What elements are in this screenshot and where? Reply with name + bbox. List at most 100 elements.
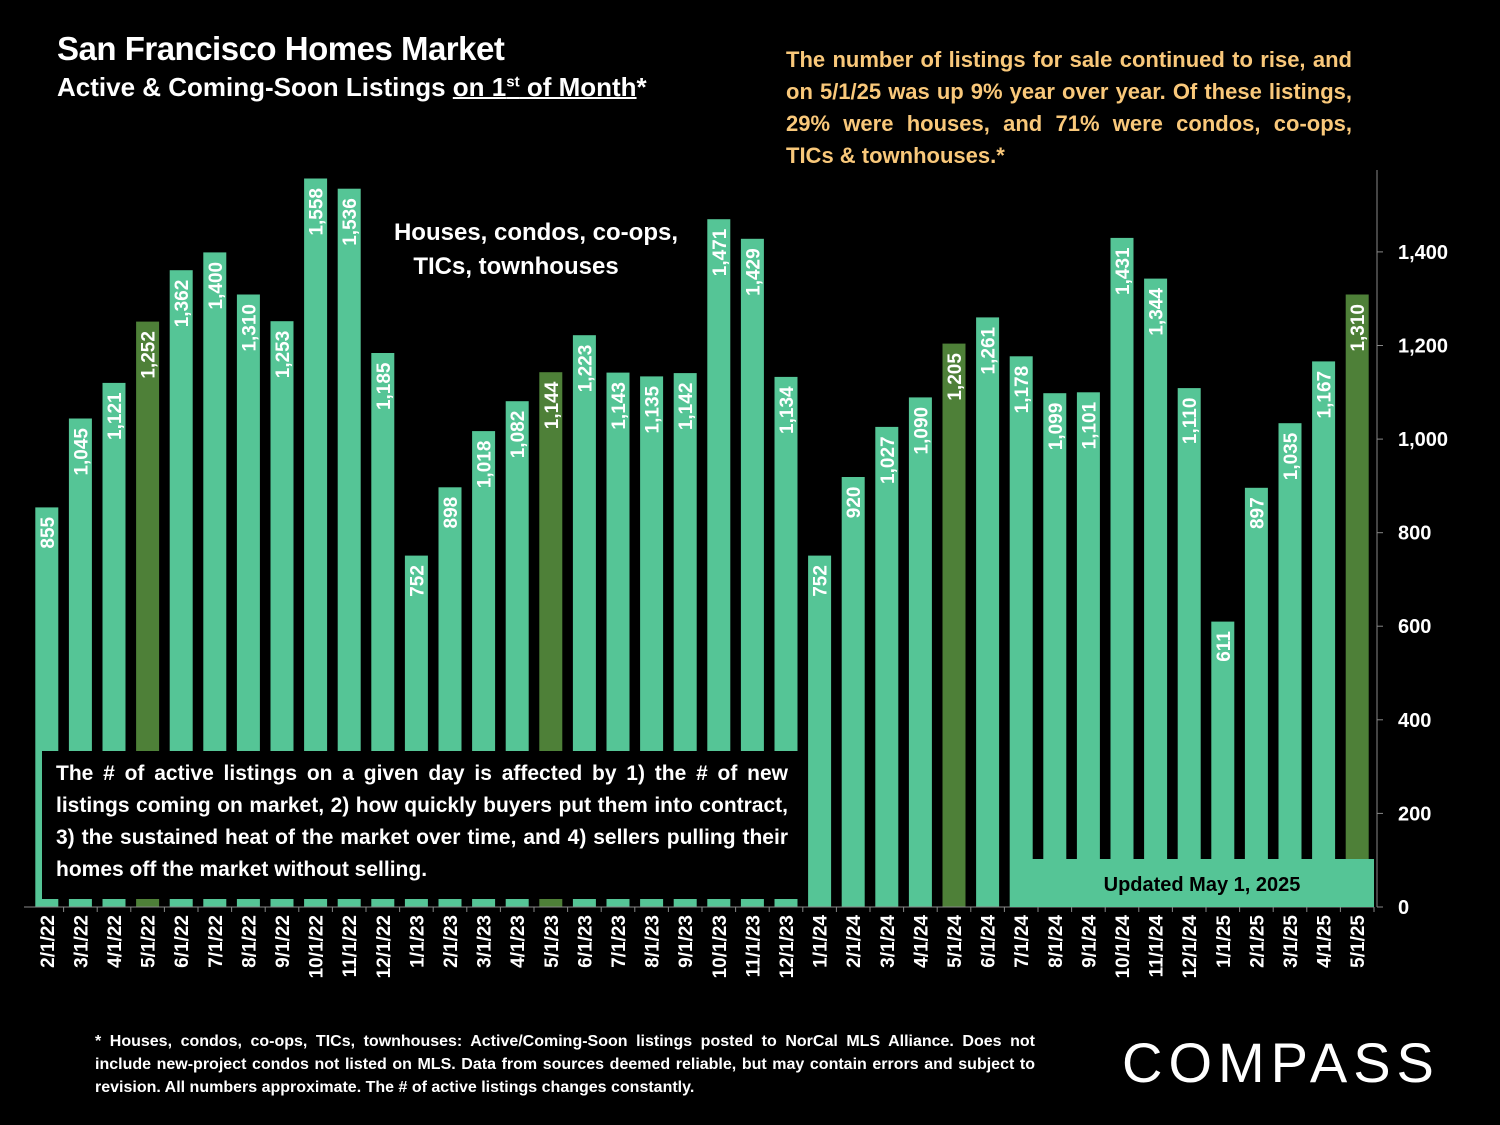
updated-label: Updated May 1, 2025 — [1104, 874, 1301, 896]
data-label-11-1-22: 1,536 — [340, 198, 361, 246]
data-label-11-1-24: 1,344 — [1147, 288, 1168, 336]
x-tick-label-5-1-25: 5/1/25 — [1348, 915, 1369, 968]
market-note-text: The # of active listings on a given day … — [56, 762, 788, 881]
bar-10-1-24 — [1109, 236, 1135, 908]
data-label-12-1-24: 1,110 — [1180, 398, 1201, 445]
data-label-1-1-25: 611 — [1214, 631, 1235, 662]
series-label-line-1: Houses, condos, co-ops, — [394, 219, 678, 246]
x-tick-label-4-1-25: 4/1/25 — [1315, 915, 1336, 968]
page-subtitle: Active & Coming-Soon Listings on 1st of … — [57, 72, 647, 103]
x-tick-label-2-1-23: 2/1/23 — [441, 915, 462, 968]
bar-9-1-24 — [1075, 391, 1101, 908]
data-label-3-1-25: 1,035 — [1281, 432, 1302, 480]
x-tick-label-5-1-23: 5/1/23 — [542, 915, 563, 968]
data-label-5-1-22: 1,252 — [139, 331, 160, 379]
subtitle-prefix: Active & Coming-Soon Listings — [57, 72, 453, 102]
summary-text: The number of listings for sale continue… — [786, 47, 1352, 168]
bar-12-1-24 — [1176, 387, 1202, 908]
subtitle-underlined: on 1st of Month — [453, 72, 637, 102]
bar-3-1-24 — [874, 425, 900, 908]
data-label-5-1-24: 1,205 — [945, 353, 966, 401]
bar-1-1-24 — [807, 554, 833, 908]
subtitle-suffix: * — [636, 72, 647, 102]
x-tick-label-5-1-22: 5/1/22 — [139, 915, 160, 968]
x-tick-label-6-1-23: 6/1/23 — [575, 915, 596, 968]
data-label-10-1-22: 1,558 — [307, 188, 328, 236]
data-label-4-1-24: 1,090 — [911, 407, 932, 455]
page-title: San Francisco Homes Market — [57, 30, 505, 67]
x-tick-label-12-1-23: 12/1/23 — [777, 915, 798, 978]
data-label-4-1-23: 1,082 — [508, 411, 529, 459]
x-tick-label-1-1-24: 1/1/24 — [811, 915, 832, 968]
data-label-7-1-24: 1,178 — [1012, 366, 1033, 414]
x-tick-label-10-1-23: 10/1/23 — [710, 915, 731, 978]
bar-2-1-24 — [840, 476, 866, 908]
x-tick-label-8-1-23: 8/1/23 — [643, 915, 664, 968]
data-label-9-1-22: 1,253 — [273, 331, 294, 379]
x-tick-label-6-1-24: 6/1/24 — [979, 915, 1000, 968]
x-tick-label-4-1-24: 4/1/24 — [911, 915, 932, 968]
y-tick-label: 600 — [1398, 616, 1431, 638]
data-label-3-1-22: 1,045 — [71, 428, 92, 476]
x-tick-label-4-1-22: 4/1/22 — [105, 915, 126, 968]
bar-11-1-24 — [1143, 277, 1169, 908]
data-label-2-1-24: 920 — [844, 487, 865, 519]
y-tick-label: 200 — [1398, 803, 1431, 825]
x-tick-label-3-1-23: 3/1/23 — [475, 915, 496, 968]
x-axis-labels: 2/1/22 3/1/22 4/1/22 5/1/22 6/1/22 7/1/22 8/1/… — [38, 907, 1375, 979]
x-tick-label-11-1-24: 11/1/24 — [1147, 915, 1168, 978]
data-label-7-1-23: 1,143 — [609, 382, 630, 430]
updated-box: Updated May 1, 2025 — [1010, 859, 1374, 907]
data-label-10-1-23: 1,471 — [710, 228, 731, 276]
data-label-6-1-22: 1,362 — [172, 280, 193, 328]
bar-8-1-24 — [1042, 392, 1068, 908]
x-tick-label-8-1-24: 8/1/24 — [1046, 915, 1067, 968]
data-label-3-1-24: 1,027 — [878, 436, 899, 484]
data-label-7-1-22: 1,400 — [206, 262, 227, 310]
x-tick-label-2-1-22: 2/1/22 — [38, 915, 59, 968]
x-tick-label-3-1-24: 3/1/24 — [878, 915, 899, 968]
series-label-line-2: TICs, townhouses — [413, 253, 618, 280]
subtitle-underlined-head: on 1 — [452, 72, 507, 102]
x-tick-label-12-1-24: 12/1/24 — [1180, 915, 1201, 979]
x-tick-label-2-1-24: 2/1/24 — [844, 915, 865, 968]
x-tick-label-11-1-22: 11/1/22 — [340, 915, 361, 977]
x-tick-label-11-1-23: 11/1/23 — [743, 915, 764, 977]
data-label-4-1-22: 1,121 — [105, 392, 126, 440]
x-tick-label-2-1-25: 2/1/25 — [1247, 915, 1268, 968]
bar-7-1-24 — [1008, 355, 1034, 908]
x-tick-label-12-1-22: 12/1/22 — [374, 915, 395, 978]
x-tick-label-3-1-25: 3/1/25 — [1281, 915, 1302, 968]
y-tick-label: 400 — [1398, 710, 1431, 732]
data-label-6-1-24: 1,261 — [979, 326, 1000, 374]
data-label-2-1-23: 898 — [441, 497, 462, 529]
bar-6-1-24 — [975, 316, 1001, 908]
data-label-5-1-25: 1,310 — [1348, 304, 1369, 352]
x-tick-label-9-1-23: 9/1/23 — [676, 915, 697, 968]
market-note-box: The # of active listings on a given day … — [42, 751, 798, 899]
footnote: * Houses, condos, co-ops, TICs, townhous… — [95, 1033, 1035, 1096]
x-tick-label-9-1-22: 9/1/22 — [273, 915, 294, 968]
x-tick-label-9-1-24: 9/1/24 — [1079, 915, 1100, 968]
data-label-9-1-24: 1,101 — [1079, 401, 1100, 449]
bar-4-1-25 — [1311, 360, 1337, 908]
x-tick-label-7-1-23: 7/1/23 — [609, 915, 630, 968]
compass-logo: COMPASS — [1122, 1031, 1440, 1094]
bar-4-1-24 — [907, 396, 933, 908]
x-tick-label-5-1-24: 5/1/24 — [945, 915, 966, 968]
x-tick-label-7-1-22: 7/1/22 — [206, 915, 227, 968]
x-tick-label-1-1-25: 1/1/25 — [1214, 915, 1235, 968]
subtitle-superscript: st — [506, 73, 520, 91]
bar-5-1-24 — [941, 342, 967, 908]
series-label: Houses, condos, co-ops, TICs, townhouses — [394, 219, 678, 280]
data-label-12-1-22: 1,185 — [374, 362, 395, 410]
x-tick-label-1-1-23: 1/1/23 — [407, 915, 428, 968]
data-label-1-1-24: 752 — [811, 565, 832, 597]
data-label-12-1-23: 1,134 — [777, 386, 798, 434]
x-tick-label-10-1-24: 10/1/24 — [1113, 915, 1134, 979]
x-tick-label-7-1-24: 7/1/24 — [1012, 915, 1033, 968]
y-tick-label: 800 — [1398, 523, 1431, 545]
subtitle-underlined-tail: of Month — [519, 72, 637, 102]
data-label-1-1-23: 752 — [407, 565, 428, 597]
